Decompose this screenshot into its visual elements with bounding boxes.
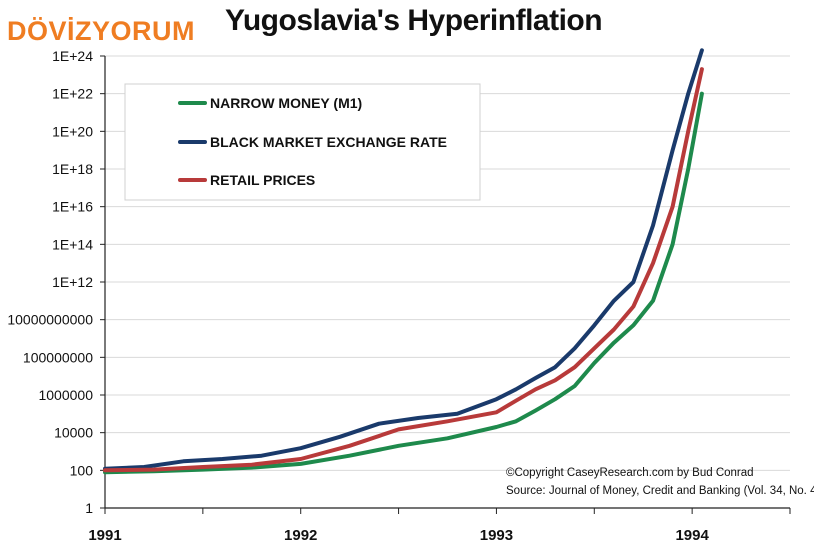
x-tick-label: 1991 bbox=[88, 527, 121, 544]
credits: ©Copyright CaseyResearch.com by Bud Conr… bbox=[506, 467, 814, 497]
y-tick-label: 1E+16 bbox=[52, 199, 93, 215]
y-tick-label: 10000000000 bbox=[7, 312, 93, 328]
y-axis-tick-labels: 1 100 10000 1000000 100000000 10000000000 1E+1… bbox=[7, 48, 93, 516]
legend-label: NARROW MONEY (M1) bbox=[210, 95, 362, 111]
y-tick-label: 1E+24 bbox=[52, 48, 93, 64]
legend-label: RETAIL PRICES bbox=[210, 172, 315, 188]
y-tick-label: 10000 bbox=[54, 425, 93, 441]
y-tick-label: 1E+22 bbox=[52, 86, 93, 102]
x-tick-label: 1993 bbox=[480, 527, 513, 544]
brand-logo: DÖVİZYORUM bbox=[7, 16, 196, 46]
series-line bbox=[103, 67, 704, 473]
legend-label: BLACK MARKET EXCHANGE RATE bbox=[210, 134, 447, 150]
y-tick-label: 100 bbox=[70, 462, 94, 478]
x-axis-tick-labels: 1991 1992 1993 1994 bbox=[88, 527, 709, 544]
series-line bbox=[103, 48, 704, 471]
series-lines bbox=[103, 48, 704, 475]
y-tick-label: 1 bbox=[85, 500, 93, 516]
y-tick-label: 1E+18 bbox=[52, 161, 93, 177]
y-tick-label: 1E+12 bbox=[52, 274, 93, 290]
x-tick-label: 1992 bbox=[284, 527, 317, 544]
chart-title: Yugoslavia's Hyperinflation bbox=[225, 4, 603, 37]
y-tick-label: 1000000 bbox=[38, 387, 93, 403]
y-tick-label: 1E+14 bbox=[52, 236, 93, 252]
source-annotation: Source: Journal of Money, Credit and Ban… bbox=[506, 485, 814, 497]
copyright-annotation: ©Copyright CaseyResearch.com by Bud Conr… bbox=[506, 467, 754, 479]
legend: NARROW MONEY (M1) BLACK MARKET EXCHANGE R… bbox=[124, 83, 481, 201]
x-tick-label: 1994 bbox=[675, 527, 709, 544]
axes bbox=[100, 55, 791, 514]
series-line bbox=[103, 91, 704, 475]
y-tick-label: 1E+20 bbox=[52, 123, 93, 139]
y-tick-label: 100000000 bbox=[23, 349, 93, 365]
